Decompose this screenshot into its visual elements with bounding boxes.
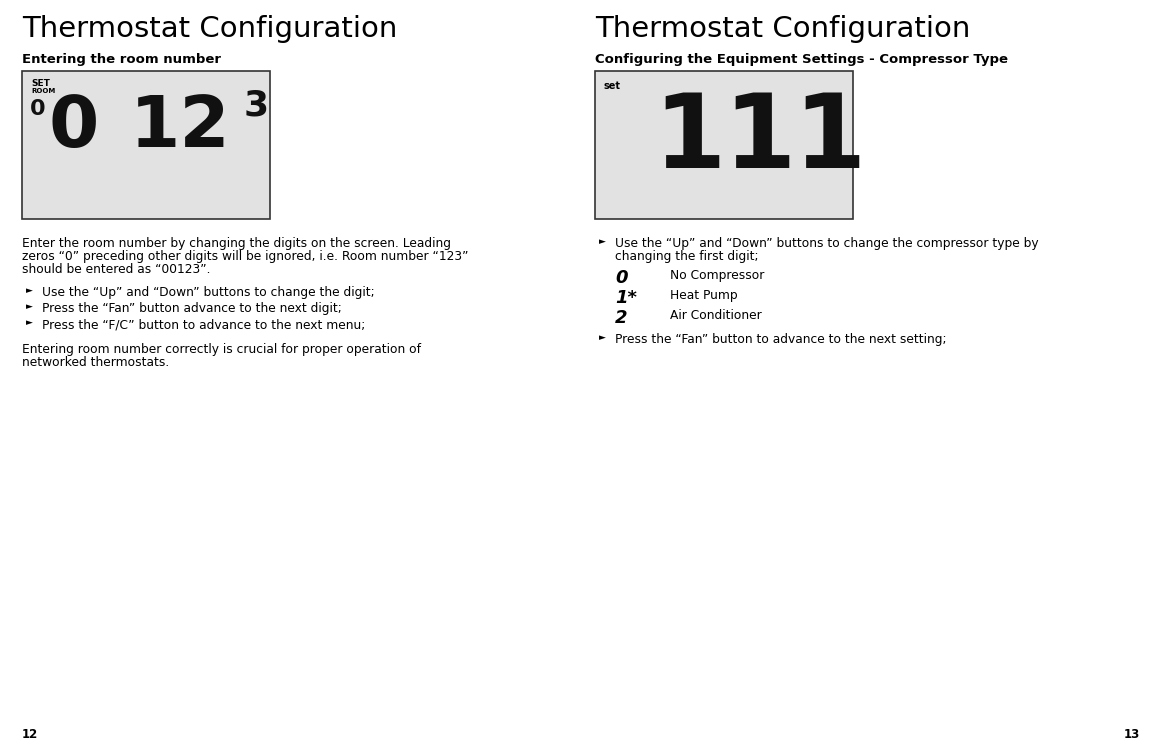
FancyBboxPatch shape <box>22 71 270 219</box>
Text: No Compressor: No Compressor <box>670 269 765 282</box>
Text: should be entered as “00123”.: should be entered as “00123”. <box>22 263 210 276</box>
Text: ►: ► <box>26 318 33 327</box>
FancyBboxPatch shape <box>595 71 853 219</box>
Text: Air Conditioner: Air Conditioner <box>670 309 762 322</box>
Text: 13: 13 <box>1124 728 1140 741</box>
Text: Use the “Up” and “Down” buttons to change the compressor type by: Use the “Up” and “Down” buttons to chang… <box>615 237 1039 250</box>
Text: 2: 2 <box>615 309 627 327</box>
Text: Entering the room number: Entering the room number <box>22 53 221 66</box>
Text: ►: ► <box>598 333 605 342</box>
Text: Use the “Up” and “Down” buttons to change the digit;: Use the “Up” and “Down” buttons to chang… <box>42 286 374 299</box>
Text: changing the first digit;: changing the first digit; <box>615 250 759 263</box>
Text: 0: 0 <box>30 99 45 119</box>
Text: zeros “0” preceding other digits will be ignored, i.e. Room number “123”: zeros “0” preceding other digits will be… <box>22 250 468 263</box>
Text: ►: ► <box>598 237 605 246</box>
Text: 0: 0 <box>48 93 99 162</box>
Text: 12: 12 <box>130 93 230 162</box>
Text: networked thermostats.: networked thermostats. <box>22 356 170 369</box>
Text: Thermostat Configuration: Thermostat Configuration <box>595 15 970 43</box>
Text: ►: ► <box>26 303 33 312</box>
Text: ROOM: ROOM <box>31 88 56 94</box>
Text: 12: 12 <box>22 728 38 741</box>
Text: 3: 3 <box>244 88 270 122</box>
Text: set: set <box>604 81 621 91</box>
Text: Press the “Fan” button to advance to the next setting;: Press the “Fan” button to advance to the… <box>615 333 947 347</box>
Text: SET: SET <box>31 79 50 88</box>
Text: ►: ► <box>26 286 33 295</box>
Text: Press the “Fan” button advance to the next digit;: Press the “Fan” button advance to the ne… <box>42 303 342 315</box>
Text: 1: 1 <box>792 89 866 190</box>
Text: Heat Pump: Heat Pump <box>670 289 738 302</box>
Text: 1*: 1* <box>615 289 637 307</box>
Text: Enter the room number by changing the digits on the screen. Leading: Enter the room number by changing the di… <box>22 237 451 250</box>
Text: 1: 1 <box>653 89 725 190</box>
Text: Entering room number correctly is crucial for proper operation of: Entering room number correctly is crucia… <box>22 343 421 356</box>
Text: Press the “F/C” button to advance to the next menu;: Press the “F/C” button to advance to the… <box>42 318 365 332</box>
Text: 1: 1 <box>723 89 795 190</box>
Text: Thermostat Configuration: Thermostat Configuration <box>22 15 397 43</box>
Text: 0: 0 <box>615 269 627 287</box>
Text: Configuring the Equipment Settings - Compressor Type: Configuring the Equipment Settings - Com… <box>595 53 1007 66</box>
